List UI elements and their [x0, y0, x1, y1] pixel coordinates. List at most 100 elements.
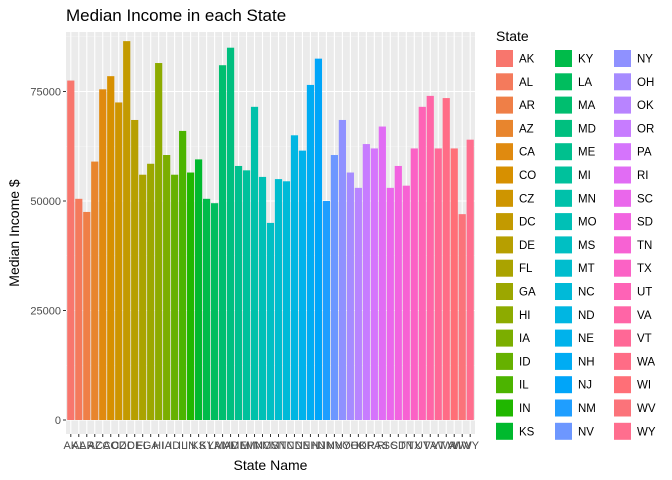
bar-wa — [442, 98, 450, 420]
x-tick-label-sc: SC — [383, 440, 398, 452]
bar-wv — [458, 214, 466, 420]
bar-nm — [322, 201, 331, 420]
legend-key-ok — [614, 96, 631, 114]
legend-label-sc: SC — [637, 193, 653, 205]
legend-label-or: OR — [637, 123, 654, 135]
legend-key-nc — [555, 283, 572, 300]
x-tick-label-ia: IA — [161, 440, 172, 452]
legend-key-mt — [555, 259, 572, 277]
legend-label-ut: UT — [637, 287, 652, 299]
legend-key-ut — [614, 283, 631, 300]
legend-label-hi: HI — [519, 310, 531, 322]
bar-pa — [370, 148, 378, 420]
bar-wy — [466, 139, 474, 420]
x-tick-label-ga: GA — [143, 440, 160, 452]
legend-label-wi: WI — [637, 380, 651, 392]
bar-ms — [266, 222, 275, 420]
legend-label-tn: TN — [637, 240, 652, 252]
x-tick-label-va: VA — [423, 440, 438, 452]
legend-label-wa: WA — [637, 356, 655, 368]
bar-ar — [83, 211, 91, 420]
x-tick-label-ma: MA — [214, 440, 231, 452]
legend-key-ar — [496, 96, 513, 114]
x-tick-label-ar: AR — [79, 440, 94, 452]
legend-label-nv: NV — [578, 426, 594, 438]
legend-key-ia — [496, 329, 513, 347]
legend: AK AL AR AZ CA CO CZ DC DE FL GA HI IA ID IL IN KS KY LA MA… — [496, 50, 656, 440]
bar-mo — [258, 176, 267, 420]
legend-label-id: ID — [519, 356, 531, 368]
x-tick-label-la: LA — [208, 440, 222, 452]
legend-label-nm: NM — [578, 403, 596, 415]
bar-nd — [290, 135, 299, 421]
bar-ga — [147, 163, 155, 420]
legend-label-va: VA — [637, 310, 652, 322]
bar-tx — [410, 148, 418, 420]
x-tick-label-wv: WV — [453, 440, 471, 452]
legend-label-md: MD — [578, 123, 596, 135]
legend-key-nm — [555, 399, 572, 417]
legend-label-cz: CZ — [519, 193, 534, 205]
legend-label-me: ME — [578, 147, 596, 159]
bar-ma — [218, 65, 227, 420]
bar-de — [131, 119, 139, 420]
legend-label-nd: ND — [578, 310, 595, 322]
x-tick-label-wy: WY — [461, 440, 479, 452]
legend-key-ky — [555, 50, 572, 67]
x-tick-label-ny: NY — [335, 440, 351, 452]
legend-key-wv — [614, 399, 631, 417]
legend-label-ne: NE — [578, 333, 594, 345]
bar-va — [426, 95, 434, 420]
x-tick-label-mi: MI — [240, 440, 252, 452]
legend-key-co — [496, 166, 513, 184]
x-tick-label-me: ME — [230, 440, 247, 452]
legend-label-il: IL — [519, 380, 529, 392]
legend-label-ca: CA — [519, 147, 535, 159]
bar-mn — [250, 106, 259, 420]
legend-key-in — [496, 399, 513, 417]
legend-key-al — [496, 73, 513, 91]
legend-label-ok: OK — [637, 100, 654, 112]
bar-wi — [450, 148, 458, 420]
x-tick-label-cz: CZ — [111, 440, 126, 452]
bars — [67, 41, 474, 421]
x-tick-label-ky: KY — [199, 440, 214, 452]
x-tick-label-id: ID — [169, 440, 180, 452]
legend-label-ky: KY — [578, 54, 594, 66]
legend-label-mo: MO — [578, 217, 597, 229]
bar-ny — [338, 119, 346, 420]
legend-label-wy: WY — [637, 426, 656, 438]
y-tick-label: 75000 — [30, 87, 61, 99]
y-axis: 0 25000 50000 75000 — [30, 87, 66, 427]
legend-label-wv: WV — [637, 403, 656, 415]
x-tick-label-hi: HI — [153, 440, 164, 452]
legend-key-pa — [614, 143, 631, 161]
bar-nh — [306, 84, 315, 421]
x-tick-label-al: AL — [72, 440, 85, 452]
bar-or — [362, 144, 370, 420]
legend-key-md — [555, 119, 572, 137]
bar-hi — [155, 63, 163, 420]
x-tick-label-ak: AK — [63, 440, 78, 452]
legend-key-nh — [555, 352, 572, 370]
legend-key-me — [555, 143, 572, 161]
bar-co — [107, 76, 115, 421]
legend-key-nj — [555, 376, 572, 394]
legend-key-ne — [555, 329, 572, 347]
legend-key-ma — [555, 96, 572, 114]
legend-key-mi — [555, 166, 572, 184]
legend-key-wi — [614, 376, 631, 394]
legend-key-nv — [555, 422, 572, 440]
x-tick-label-wa: WA — [438, 440, 456, 452]
legend-key-cz — [496, 189, 513, 207]
legend-label-ak: AK — [519, 54, 535, 66]
legend-label-az: AZ — [519, 123, 534, 135]
bar-dc — [123, 41, 131, 420]
legend-key-wy — [614, 422, 631, 440]
x-tick-label-fl: FL — [136, 440, 149, 452]
x-tick-label-pa: PA — [367, 440, 382, 452]
legend-key-sc — [614, 189, 631, 207]
legend-label-mn: MN — [578, 193, 596, 205]
legend-label-oh: OH — [637, 77, 654, 89]
